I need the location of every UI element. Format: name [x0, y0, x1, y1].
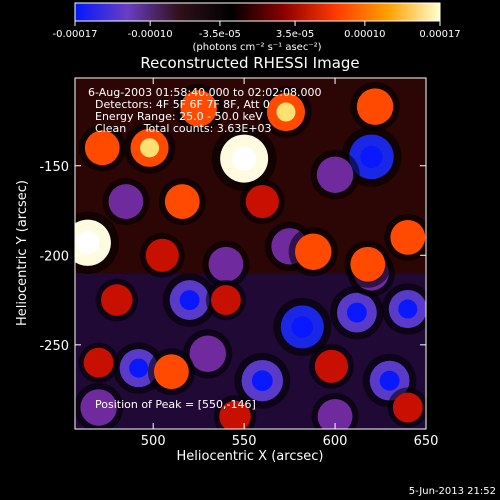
x-tick-label: 500: [141, 434, 166, 449]
cold-spot-core: [179, 290, 200, 311]
colorbar-ticks: -0.00017 -0.00010 -3.5e-05 3.5e-05 0.00010 0.…: [53, 21, 461, 40]
hot-spot: [211, 285, 241, 316]
colorbar-tick-label: -0.00010: [128, 29, 173, 40]
y-axis-title: Heliocentric Y (arcsec): [15, 180, 30, 326]
hot-spot: [356, 88, 394, 125]
hot-spot: [390, 219, 426, 255]
cold-spot: [189, 335, 226, 373]
x-axis-title: Heliocentric X (arcsec): [177, 449, 324, 464]
annotation-clean-counts: Clean Total counts: 3.63E+03: [95, 122, 272, 135]
cold-spot: [208, 246, 244, 282]
hot-spot: [145, 238, 179, 272]
hot-spot-core: [276, 102, 296, 122]
x-tick-label: 600: [323, 434, 348, 449]
colorbar-tick-label: -0.00017: [53, 29, 98, 40]
hot-spot: [392, 392, 423, 423]
cold-spot-core: [251, 370, 273, 392]
hot-spot: [83, 347, 114, 378]
cold-spot: [80, 389, 117, 426]
colorbar-unit-label: (photons cm⁻² s⁻¹ asec⁻²): [192, 42, 321, 53]
plot-date-stamp: 5-Jun-2013 21:52: [409, 486, 496, 497]
y-tick-label: -150: [39, 160, 69, 175]
cold-spot-core: [129, 358, 149, 378]
cold-spot-core: [398, 299, 418, 319]
x-tick-label: 650: [414, 434, 439, 449]
x-tick-label: 550: [232, 434, 257, 449]
plot-axes: 500 550 600 650 -150 -200 -250: [39, 78, 438, 449]
hot-spot: [84, 130, 120, 166]
hot-spot: [295, 233, 332, 270]
hot-spot: [180, 90, 217, 127]
hot-spot: [245, 184, 279, 219]
hot-spot: [153, 354, 189, 390]
annotation-energy-range: Energy Range: 25.0 - 50.0 keV: [95, 110, 263, 123]
hot-spot-core: [76, 231, 100, 255]
cold-spot-core: [360, 145, 383, 168]
annotation-time-range: 6-Aug-2003 01:58:40.000 to 02:02:08.000: [88, 86, 322, 99]
colorbar-tick-label: 3.5e-05: [276, 29, 314, 40]
chart-title: Reconstructed RHESSI Image: [140, 54, 359, 72]
colorbar: [74, 2, 441, 22]
colorbar-tick-label: -3.5e-05: [199, 29, 241, 40]
annotation-detectors: Detectors: 4F 5F 6F 7F 8F, Att 0: [95, 98, 270, 111]
hot-spot: [350, 246, 386, 282]
hot-spot-core: [232, 146, 257, 171]
cold-spot-core: [346, 302, 367, 323]
observation-annotations: 6-Aug-2003 01:58:40.000 to 02:02:08.000 …: [88, 86, 322, 135]
cold-spot-core: [379, 370, 400, 391]
cold-spot: [317, 399, 353, 429]
hot-spot: [314, 349, 349, 383]
hot-spot: [219, 400, 251, 429]
colorbar-tick-label: 0.00010: [344, 29, 385, 40]
hot-spot-core: [140, 138, 160, 158]
y-tick-label: -200: [39, 249, 69, 264]
plot-frame: [74, 77, 427, 430]
heatmap-image: [75, 78, 426, 429]
cold-spot: [108, 184, 144, 219]
hot-spot: [101, 284, 133, 316]
colorbar-tick-label: 0.00017: [419, 29, 460, 40]
cold-spot: [316, 156, 354, 193]
peak-position-label: Position of Peak = [550,-146]: [95, 398, 256, 411]
y-tick-label: -250: [39, 339, 69, 354]
hot-spot: [164, 184, 200, 219]
cold-spot-core: [291, 316, 314, 338]
